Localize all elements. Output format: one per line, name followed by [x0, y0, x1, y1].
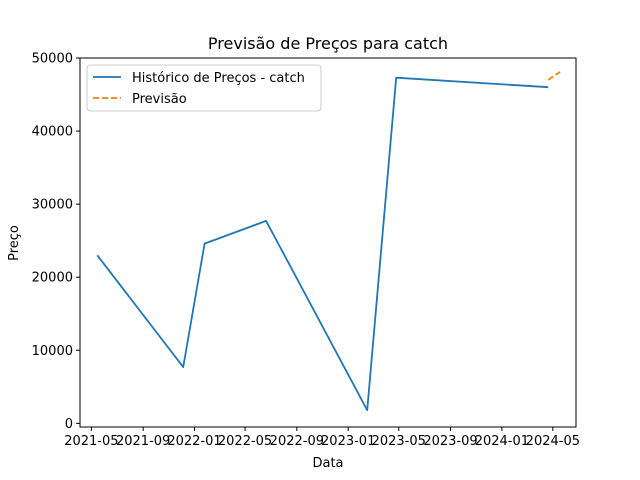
- y-tick-label: 50000: [32, 52, 73, 67]
- y-axis: 0 10000 20000 30000 40000 50000: [32, 52, 80, 432]
- y-tick-label: 40000: [32, 125, 73, 140]
- x-tick-label: 2023-05: [372, 434, 426, 449]
- legend-box: [86, 64, 322, 112]
- y-tick-label: 30000: [32, 198, 73, 213]
- legend: Histórico de Preços - catch Previsão: [86, 64, 322, 112]
- y-tick-label: 0: [65, 417, 73, 432]
- x-axis: 2021-052021-092022-012022-052022-092023-…: [64, 427, 580, 449]
- x-tick-label: 2021-09: [116, 434, 170, 449]
- x-tick-label: 2023-09: [423, 434, 477, 449]
- series-line-0: [96, 76, 549, 412]
- x-tick-label: 2024-01: [475, 434, 529, 449]
- x-tick-label: 2023-01: [321, 434, 375, 449]
- y-tick-label: 20000: [32, 271, 73, 286]
- legend-label-history: Histórico de Preços - catch: [132, 71, 305, 86]
- x-tick-label: 2022-01: [167, 434, 221, 449]
- legend-label-forecast: Previsão: [132, 92, 187, 107]
- x-tick-label: 2024-05: [526, 434, 580, 449]
- y-tick-label: 10000: [32, 344, 73, 359]
- x-axis-label: Data: [312, 456, 343, 471]
- series-line-1: [547, 71, 561, 81]
- chart-title: Previsão de Preços para catch: [208, 34, 448, 53]
- plot-frame: [79, 57, 577, 428]
- x-tick-label: 2022-05: [218, 434, 272, 449]
- x-tick-label: 2021-05: [64, 434, 118, 449]
- x-tick-label: 2022-09: [270, 434, 324, 449]
- plot-area: [96, 71, 561, 412]
- y-axis-label: Preço: [7, 225, 22, 261]
